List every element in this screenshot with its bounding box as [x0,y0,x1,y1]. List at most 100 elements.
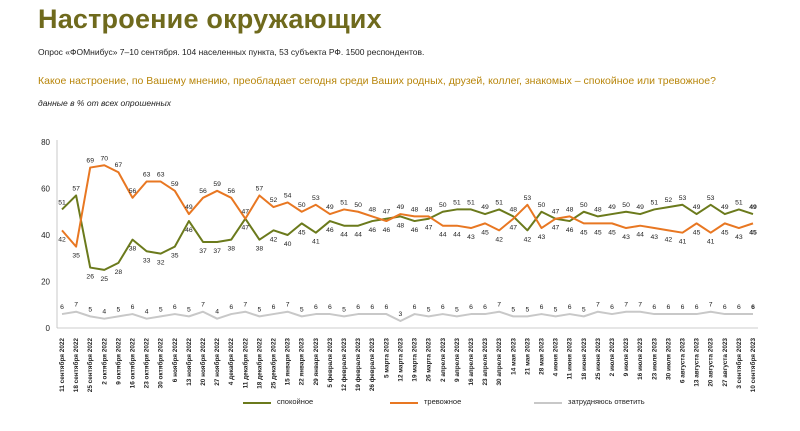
data-label-anxious: 42 [58,236,66,243]
data-label-calm: 49 [636,204,644,211]
data-label-undecided: 7 [497,302,501,309]
x-tick-label: 25 декабря 2022 [270,338,278,389]
data-label-undecided: 7 [638,302,642,309]
data-label-undecided: 6 [610,304,614,311]
data-label-anxious: 50 [298,202,306,209]
data-label-calm: 38 [256,246,264,253]
data-label-calm: 41 [312,239,320,246]
data-label-undecided: 5 [258,306,262,313]
y-tick-label: 60 [41,185,50,194]
data-label-calm: 37 [213,248,221,255]
data-label-undecided: 6 [469,304,473,311]
data-label-undecided: 5 [511,306,515,313]
data-label-undecided: 5 [554,306,558,313]
x-tick-label: 28 мая 2023 [538,338,545,375]
data-label-undecided: 7 [596,302,600,309]
data-label-calm: 51 [651,199,659,206]
data-label-anxious: 48 [425,206,433,213]
x-tick-label: 6 ноября 2022 [171,338,179,383]
x-tick-label: 2 октября 2022 [100,338,108,385]
data-label-calm: 50 [622,202,630,209]
x-tick-label: 5 марта 2023 [383,338,390,378]
x-tick-label: 2 апреля 2023 [440,338,447,382]
data-label-undecided: 5 [525,306,529,313]
data-label-anxious: 49 [397,204,405,211]
data-label-undecided: 4 [145,309,149,316]
data-label-calm: 49 [721,204,729,211]
x-tick-label: 18 декабря 2022 [255,338,263,389]
x-tick-label: 23 апреля 2023 [482,338,489,386]
x-tick-label: 12 февраля 2023 [341,338,348,392]
data-label-anxious: 43 [651,234,659,241]
data-label-undecided: 6 [483,304,487,311]
data-label-anxious: 69 [86,158,94,165]
data-label-anxious: 67 [115,162,123,169]
x-tick-label: 16 июля 2023 [637,338,644,380]
data-label-calm: 33 [143,257,151,264]
x-tick-label: 19 февраля 2023 [355,338,362,392]
data-label-anxious: 44 [636,232,644,239]
data-label-undecided: 6 [131,304,135,311]
data-label-undecided: 4 [102,309,106,316]
data-label-calm: 47 [383,209,391,216]
data-label-anxious: 59 [171,181,179,188]
data-label-calm: 53 [707,195,715,202]
data-label-undecided: 6 [695,304,699,311]
legend-swatch-calm [243,402,271,404]
x-tick-label: 20 ноября 2022 [199,338,207,386]
x-tick-label: 4 июня 2023 [553,338,560,377]
survey-subtitle: Опрос «ФОМнибус» 7–10 сентября. 104 насе… [38,47,425,57]
data-label-calm: 44 [340,232,348,239]
data-label-calm: 57 [72,185,80,192]
data-label-calm: 52 [665,197,673,204]
data-label-undecided: 5 [300,306,304,313]
x-tick-label: 20 августа 2023 [708,338,715,387]
data-label-undecided: 6 [370,304,374,311]
data-label-undecided: 5 [582,306,586,313]
data-label-anxious: 47 [552,225,560,232]
data-label-anxious: 47 [509,225,517,232]
x-tick-label: 16 апреля 2023 [468,338,475,386]
chart-x-ticks: 11 сентября 2022 18 сентября 2022 25 сентя… [58,338,757,393]
x-tick-label: 4 декабря 2022 [227,338,235,386]
data-label-anxious: 48 [411,206,419,213]
data-label-calm: 28 [115,269,123,276]
data-label-calm: 44 [354,232,362,239]
data-label-undecided: 6 [666,304,670,311]
y-tick-label: 80 [41,138,50,147]
x-tick-label: 26 марта 2023 [426,338,433,382]
data-label-calm: 42 [270,236,278,243]
data-label-calm: 49 [749,204,757,211]
data-label-calm: 51 [467,199,475,206]
data-label-anxious: 49 [326,204,334,211]
data-label-calm: 37 [199,248,207,255]
x-tick-label: 23 октября 2022 [143,338,151,389]
x-tick-label: 30 июля 2023 [665,338,672,380]
data-label-anxious: 63 [157,172,165,179]
x-tick-label: 22 января 2023 [299,338,306,386]
data-label-calm: 53 [679,195,687,202]
data-label-calm: 51 [58,199,66,206]
legend-label-calm: спокойное [277,397,314,406]
data-label-anxious: 45 [580,229,588,236]
data-label-anxious: 54 [284,192,292,199]
series-line-calm [61,194,754,271]
data-label-calm: 51 [453,199,461,206]
data-label-anxious: 45 [721,229,729,236]
x-tick-label: 19 марта 2023 [412,338,419,382]
chart-axes: 0 20 40 60 80 [41,138,758,333]
data-label-anxious: 50 [354,202,362,209]
data-label-anxious: 44 [439,232,447,239]
data-label-undecided: 5 [159,306,163,313]
data-label-calm: 48 [509,206,517,213]
data-label-calm: 47 [552,209,560,216]
data-label-anxious: 46 [383,227,391,234]
data-label-calm: 32 [157,260,165,267]
x-tick-label: 13 августа 2023 [694,338,701,387]
data-label-anxious: 70 [101,155,109,162]
x-tick-label: 13 ноября 2022 [185,338,193,386]
data-label-anxious: 59 [213,181,221,188]
data-label-calm: 46 [566,227,574,234]
data-label-anxious: 56 [227,188,235,195]
data-label-undecided: 6 [173,304,177,311]
